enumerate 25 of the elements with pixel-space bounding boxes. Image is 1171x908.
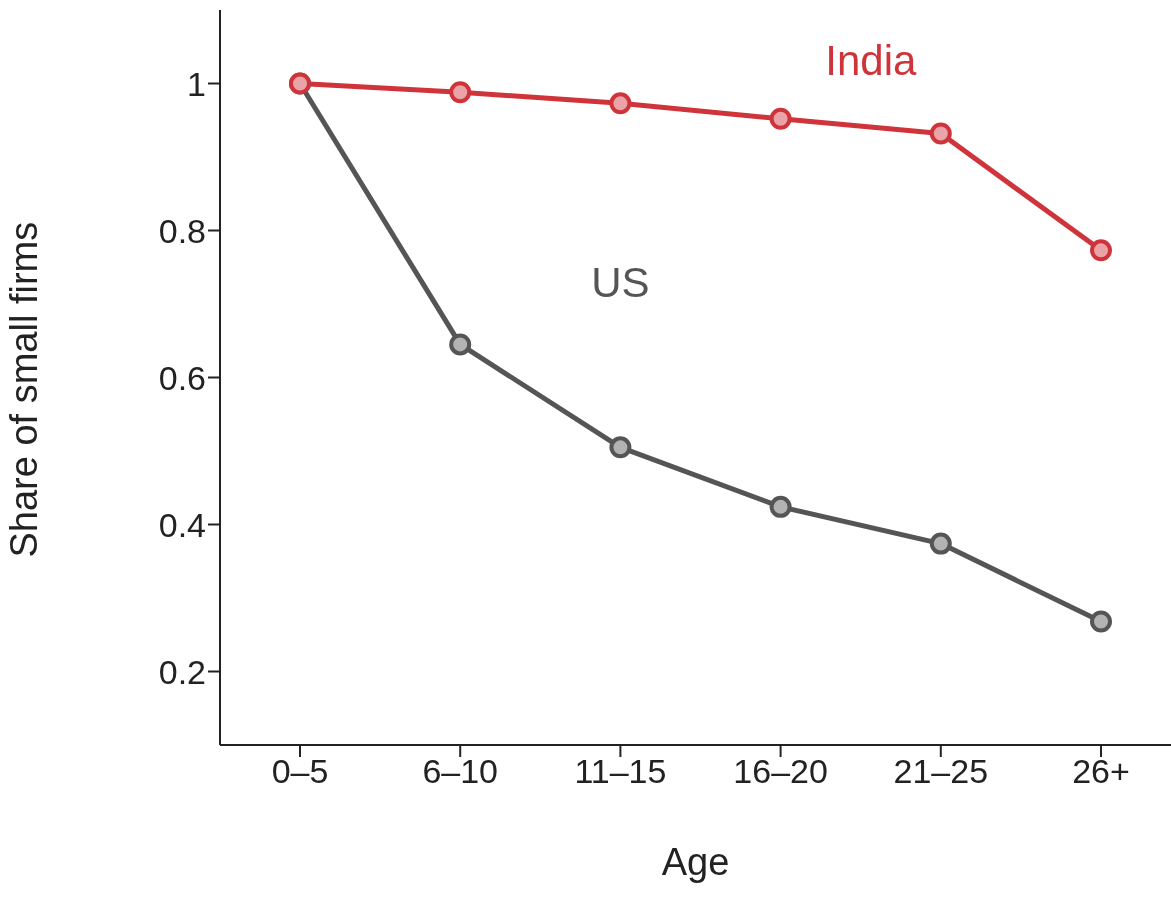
x-tick-label: 11–15 [574,752,667,791]
y-tick-label: 0.8 [158,211,206,250]
point [1090,610,1112,633]
point [769,495,792,518]
y-tick-label: 0.6 [158,358,206,397]
x-tick-label: 21–25 [893,752,989,791]
point [449,333,472,356]
text: US [591,259,650,307]
point [609,436,632,459]
point [609,92,632,115]
point [929,532,952,555]
x-tick-label: 0–5 [271,752,329,791]
point [449,81,472,104]
x-axis-title: Age [661,841,730,883]
point [1090,239,1112,262]
x-tick-label: 16–20 [733,752,828,791]
x-tick-label: 26+ [1072,752,1130,791]
series-label: India [825,37,917,85]
y-tick-label: 1 [187,64,206,103]
point [929,122,952,145]
y-axis-title: Share of small firms [3,221,46,558]
point [769,107,792,130]
x-tick-label: 6–10 [422,752,499,791]
y-tick-label: 0.4 [158,505,206,544]
y-tick-label: 0.2 [158,652,206,691]
